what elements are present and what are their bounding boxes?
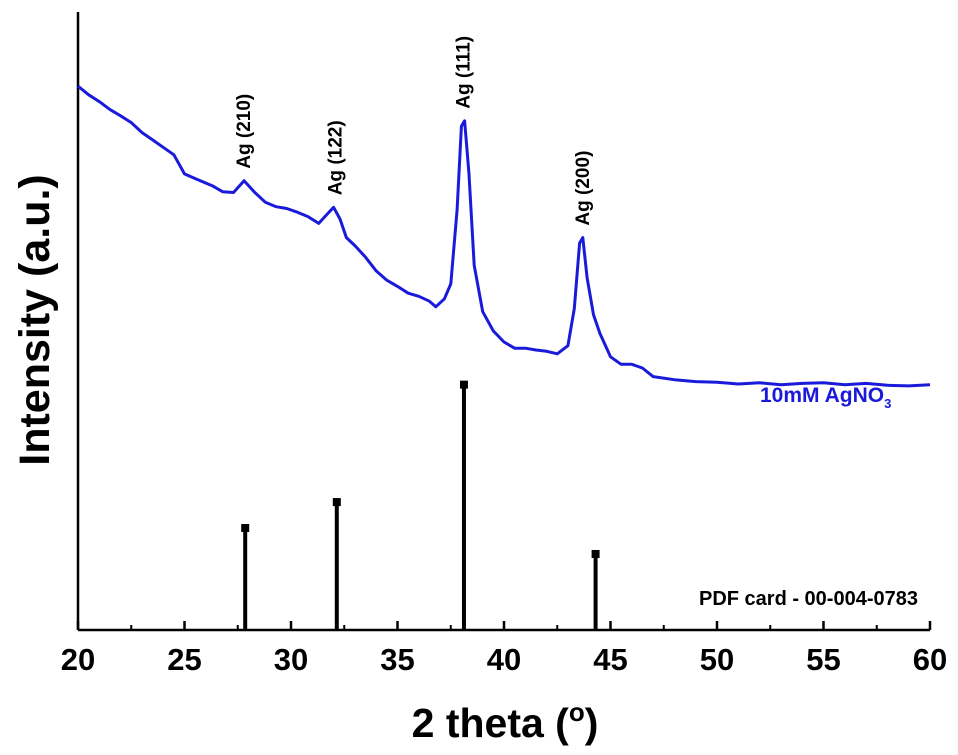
axes — [76, 12, 930, 632]
series-label-subscript: 3 — [884, 396, 891, 411]
x-axis-title-main: 2 theta ( — [412, 700, 570, 746]
reference-label: PDF card - 00-004-0783 — [699, 588, 918, 610]
x-tick-label: 20 — [61, 642, 95, 677]
peak-labels: Ag (210) Ag (122) Ag (111) Ag (200) — [234, 36, 594, 226]
series-label: 10mM AgNO3 — [760, 384, 891, 411]
reference-bar-cap — [241, 524, 250, 533]
x-ticks — [76, 621, 932, 630]
x-tick-label: 45 — [593, 642, 627, 677]
x-tick-labels: 20 25 30 35 40 45 50 55 60 — [61, 642, 947, 677]
peak-label: Ag (210) — [234, 94, 255, 169]
reference-bar-cap — [332, 498, 341, 507]
reference-bars — [241, 380, 600, 630]
x-tick-label: 25 — [167, 642, 201, 677]
y-axis-title: Intensity (a.u.) — [11, 174, 59, 465]
x-tick-label: 60 — [913, 642, 947, 677]
x-axis-title-close: ) — [585, 700, 599, 746]
peak-label: Ag (200) — [573, 151, 594, 226]
x-axis-title: 2 theta (o) — [412, 697, 599, 746]
series-line-10mm-agno3 — [77, 85, 931, 388]
x-axis-title-degree: o — [569, 697, 585, 727]
series-label-main: 10mM AgNO — [760, 384, 884, 407]
x-tick-label: 40 — [487, 642, 521, 677]
x-tick-label: 55 — [806, 642, 840, 677]
reference-bar-cap — [459, 380, 468, 389]
reference-bar-cap — [591, 549, 600, 558]
peak-label: Ag (111) — [454, 36, 475, 109]
x-tick-label: 30 — [274, 642, 308, 677]
peak-label: Ag (122) — [326, 120, 347, 195]
x-tick-label: 35 — [380, 642, 414, 677]
x-tick-label: 50 — [700, 642, 734, 677]
